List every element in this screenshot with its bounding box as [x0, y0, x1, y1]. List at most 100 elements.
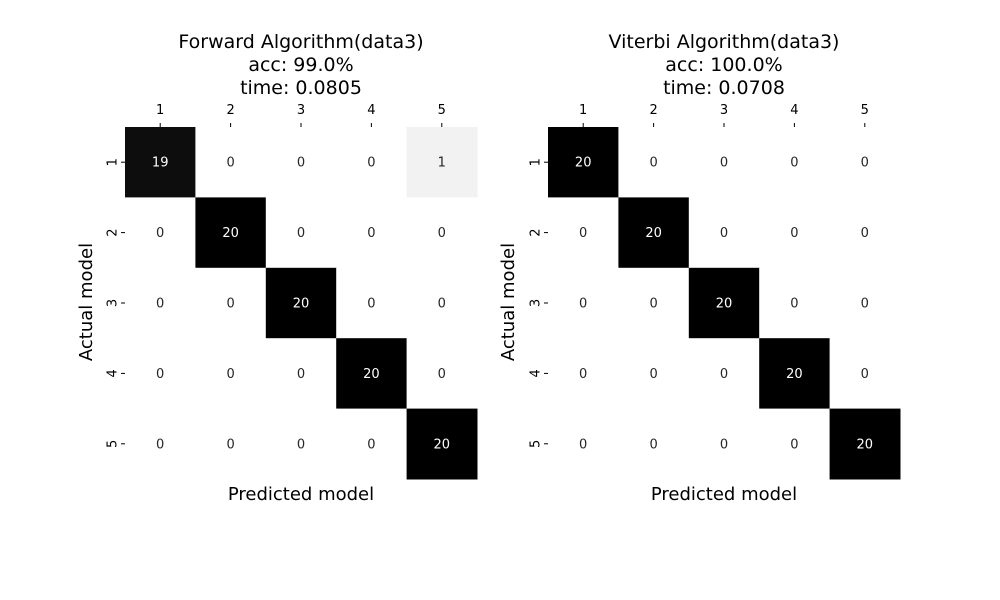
y-axis-label: Actual model: [76, 243, 97, 361]
heatmap-cell: [195, 197, 267, 269]
heatmap-cell: [688, 408, 760, 480]
cell-value-label: 20: [857, 437, 874, 452]
y-tick-label: 1: [106, 158, 121, 166]
cell-value-label: 0: [790, 437, 798, 452]
heatmap-cell: [125, 408, 196, 480]
x-tick-label: 2: [226, 103, 234, 118]
x-tick-label: 1: [156, 103, 164, 118]
cell-value-label: 20: [222, 226, 239, 241]
heatmap-cell: [829, 267, 901, 339]
cell-value-label: 0: [790, 156, 798, 171]
heatmap-cell: [548, 338, 619, 410]
heatmap-cell: [125, 127, 196, 198]
heatmap-cell: [336, 127, 408, 198]
heatmap-cell: [618, 408, 690, 480]
cell-value-label: 0: [720, 437, 728, 452]
heatmap-cell: [336, 267, 408, 339]
cell-value-label: 0: [861, 297, 869, 312]
heatmap-cell: [829, 127, 901, 198]
heatmap-cell: [336, 338, 408, 410]
cell-value-label: 0: [367, 437, 375, 452]
heatmap-cell: [548, 267, 619, 339]
x-tick-label: 2: [649, 103, 657, 118]
heatmap-cell: [618, 127, 690, 198]
x-tick-label: 3: [297, 103, 305, 118]
heatmap-cell: [829, 408, 901, 480]
heatmap-cell: [829, 197, 901, 269]
x-tick-label: 4: [367, 103, 375, 118]
heatmap-cell: [618, 338, 690, 410]
heatmap-cell: [688, 267, 760, 339]
cell-value-label: 0: [156, 297, 164, 312]
y-tick-label: 3: [106, 299, 121, 307]
cell-value-label: 0: [226, 156, 234, 171]
cell-value-label: 0: [720, 156, 728, 171]
heatmap-cell: [125, 338, 196, 410]
chart-title-line-3: time: 0.0708: [663, 77, 785, 99]
x-axis-label: Predicted model: [651, 484, 797, 505]
cell-value-label: 0: [579, 367, 587, 382]
x-axis-label: Predicted model: [228, 484, 374, 505]
chart-title-line-3: time: 0.0805: [240, 77, 362, 99]
cell-value-label: 19: [152, 156, 169, 171]
forward-algorithm-panel: Forward Algorithm(data3) acc: 99.0% time…: [76, 31, 478, 505]
chart-title-line-1: Forward Algorithm(data3): [178, 31, 423, 53]
cell-value-label: 0: [226, 437, 234, 452]
cell-value-label: 0: [297, 367, 305, 382]
cell-value-label: 20: [645, 226, 662, 241]
cell-value-label: 0: [649, 437, 657, 452]
viterbi-algorithm-panel: Viterbi Algorithm(data3) acc: 100.0% tim…: [498, 31, 901, 505]
heatmap-cell: [336, 197, 408, 269]
cell-value-label: 0: [367, 156, 375, 171]
y-tick-label: 3: [529, 299, 544, 307]
cell-value-label: 0: [438, 367, 446, 382]
y-axis-ticks: 1 2 3 4 5: [529, 158, 548, 448]
cell-value-label: 0: [579, 226, 587, 241]
heatmap-cell: [195, 408, 267, 480]
heatmap-cell: [688, 127, 760, 198]
x-tick-label: 4: [790, 103, 798, 118]
heatmap-cell: [759, 197, 831, 269]
heatmap-cell: [688, 338, 760, 410]
y-axis-ticks: 1 2 3 4 5: [106, 158, 125, 448]
y-axis-label: Actual model: [498, 243, 519, 361]
cell-value-label: 0: [649, 297, 657, 312]
cell-value-label: 0: [367, 297, 375, 312]
y-tick-label: 2: [106, 228, 121, 236]
heatmap-cell: [406, 408, 478, 480]
heatmap-cell: [618, 197, 690, 269]
y-tick-label: 5: [529, 440, 544, 448]
heatmap-cell: [195, 267, 267, 339]
heatmap-cell: [265, 338, 337, 410]
cell-value-label: 0: [226, 367, 234, 382]
cell-value-label: 0: [226, 297, 234, 312]
heatmap-cell: [406, 197, 478, 269]
cell-value-label: 20: [575, 156, 592, 171]
heatmap-cell: [548, 408, 619, 480]
heatmap-cell: [759, 267, 831, 339]
cell-value-label: 0: [156, 367, 164, 382]
cell-value-label: 20: [363, 367, 380, 382]
heatmap-cell: [759, 408, 831, 480]
heatmap-cells: 20 0 0 0 0 0 20 0 0 0 0 0 20 0 0 0 0 0 20 0 0 0 0 0 20: [548, 127, 901, 480]
heatmap-cell: [265, 408, 337, 480]
heatmap-cell: [265, 127, 337, 198]
cell-value-label: 0: [438, 226, 446, 241]
heatmap-cells: 19 0 0 0 10 20 0 0 00 0 20 0 00 0 0 20 00 0 0 0 20: [125, 127, 478, 480]
y-tick-label: 4: [106, 369, 121, 377]
cell-value-label: 0: [367, 226, 375, 241]
cell-value-label: 0: [579, 297, 587, 312]
heatmap-cell: [265, 197, 337, 269]
y-tick-label: 4: [529, 369, 544, 377]
cell-value-label: 0: [297, 156, 305, 171]
heatmap-cell: [406, 267, 478, 339]
cell-value-label: 0: [297, 437, 305, 452]
cell-value-label: 0: [790, 297, 798, 312]
x-tick-label: 5: [861, 103, 869, 118]
x-axis-ticks: 1 2 3 4 5: [156, 103, 446, 127]
chart-title-line-2: acc: 99.0%: [248, 54, 353, 76]
x-tick-label: 3: [720, 103, 728, 118]
heatmap-cell: [336, 408, 408, 480]
heatmap-cell: [265, 267, 337, 339]
